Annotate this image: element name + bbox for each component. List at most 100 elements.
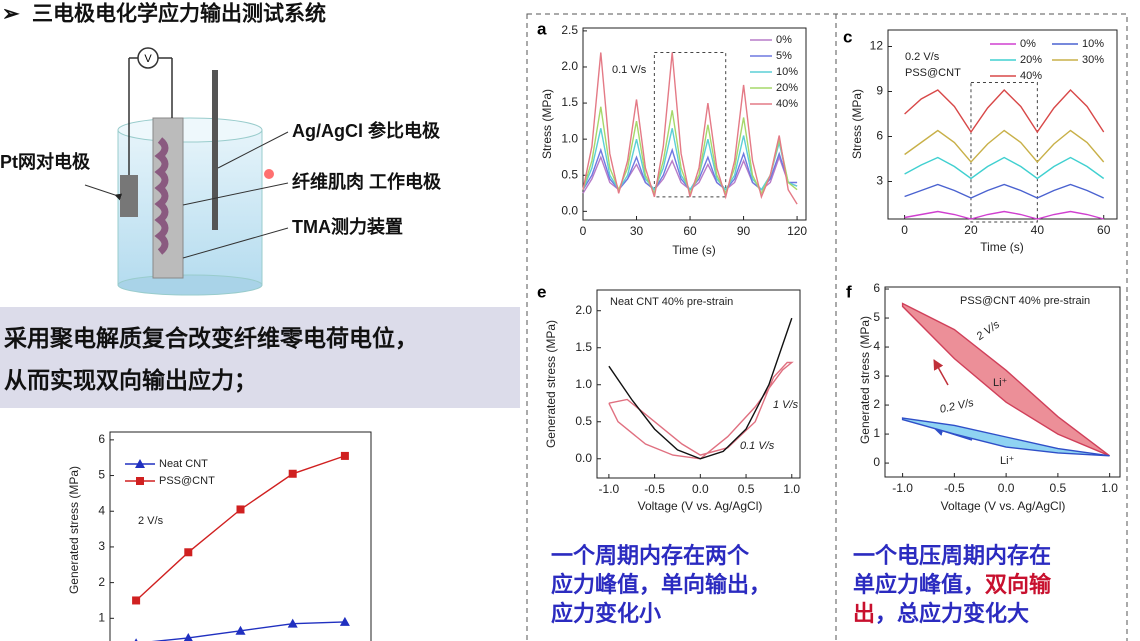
x-tick-label: 1.0 (1101, 481, 1118, 495)
caption-line: 单应力峰值，双向输 (853, 572, 1052, 597)
highlight-text: 从而实现双向输出应力； (4, 367, 257, 393)
x-axis-label: Voltage (V vs. Ag/AgCl) (941, 499, 1066, 513)
y-axis-label: Generated stress (MPa) (858, 316, 872, 444)
plot-frame (596, 289, 801, 479)
pointer (217, 131, 289, 169)
data-point (340, 451, 349, 460)
y-axis-label: Generated stress (MPa) (544, 320, 558, 448)
series-line (904, 129, 1105, 164)
panel-label: f (846, 282, 852, 301)
legend-label: Neat CNT (159, 458, 208, 470)
y-tick-label: 3 (98, 539, 105, 553)
x-tick-label: 30 (630, 224, 644, 238)
legend-label: 20% (776, 82, 798, 94)
legend-label: 20% (1020, 54, 1042, 66)
x-tick-label: -0.5 (644, 482, 665, 496)
y-tick-label: 12 (870, 39, 884, 53)
series-line (608, 361, 794, 460)
y-tick-label: 2.0 (561, 59, 578, 73)
y-tick-label: 6 (873, 281, 880, 295)
caption-text: 双向输 (985, 572, 1052, 597)
annotation: 0.2 V/s (905, 51, 940, 63)
y-tick-label: 1.0 (575, 377, 592, 391)
y-tick-label: 2.5 (561, 23, 578, 37)
caption-line: 出，总应力变化大 (853, 601, 1029, 626)
legend-label: PSS@CNT (159, 475, 215, 487)
series-line (904, 88, 1105, 134)
x-tick-label: 1.0 (783, 482, 800, 496)
data-point (132, 596, 141, 605)
y-tick-label: 5 (98, 468, 105, 482)
pointer-dot (264, 169, 274, 179)
x-tick-label: 60 (1097, 223, 1111, 237)
legend-label: 30% (1082, 54, 1104, 66)
x-tick-label: -1.0 (892, 481, 913, 495)
caption-text: 应力变化小 (551, 601, 661, 626)
apparatus: V (84, 47, 289, 296)
data-point (136, 477, 144, 485)
y-tick-label: 1 (873, 426, 880, 440)
x-tick-label: 60 (683, 224, 697, 238)
diagram-label: TMA测力装置 (292, 216, 403, 237)
ref-electrode (212, 70, 218, 230)
diagram-label: Ag/AgCl 参比电极 (292, 120, 441, 141)
bullet: ➢ (2, 3, 20, 26)
data-point (287, 618, 298, 628)
x-tick-label: 90 (737, 224, 751, 238)
legend-label: 0% (1020, 38, 1036, 50)
panel-label: c (843, 27, 852, 46)
diagram-label: Pt网对电极 (0, 151, 91, 172)
legend-label: 40% (1020, 70, 1042, 82)
y-tick-label: 6 (876, 129, 883, 143)
y-tick-label: 3 (873, 368, 880, 382)
x-tick-label: 0.5 (1050, 481, 1067, 495)
y-tick-label: 5 (873, 310, 880, 324)
data-point (339, 616, 350, 626)
pt-mesh (120, 175, 138, 217)
annotation: 2 V/s (138, 515, 164, 527)
y-tick-label: 1 (98, 610, 105, 624)
series-line (582, 52, 798, 205)
legend-label: 10% (776, 66, 798, 78)
beaker-top (117, 117, 263, 143)
diagram-label: 纤维肌肉 工作电极 (292, 171, 442, 192)
data-point (135, 459, 145, 468)
annotation: Li⁺ (993, 377, 1008, 389)
x-axis-label: Time (s) (980, 240, 1024, 254)
plot-frame (884, 286, 1121, 478)
y-axis-label: Generated stress (MPa) (67, 466, 81, 594)
x-tick-label: 0.5 (738, 482, 755, 496)
x-tick-label: -0.5 (944, 481, 965, 495)
y-tick-label: 4 (873, 339, 880, 353)
caption-text: ，总应力变化大 (875, 601, 1029, 626)
pointer (182, 182, 289, 206)
y-axis-label: Stress (MPa) (850, 89, 864, 159)
caption-text: 应力峰值，单向输出， (551, 572, 771, 597)
plot-frame (582, 27, 807, 221)
data-point (288, 469, 297, 478)
panel-label: e (537, 282, 546, 301)
y-tick-label: 6 (98, 432, 105, 446)
annotation: PSS@CNT 40% pre-strain (960, 295, 1090, 307)
annotation: PSS@CNT (905, 67, 961, 79)
series-line (904, 156, 1105, 180)
x-tick-label: 0 (580, 224, 587, 238)
pointer (182, 227, 289, 259)
x-tick-label: 40 (1031, 223, 1045, 237)
x-tick-label: 0 (901, 223, 908, 237)
x-tick-label: 120 (787, 224, 807, 238)
y-tick-label: 2.0 (575, 303, 592, 317)
x-axis-label: Time (s) (672, 243, 716, 257)
legend-label: 5% (776, 50, 792, 62)
series-line (582, 106, 798, 196)
beaker (117, 129, 263, 286)
y-tick-label: 9 (876, 84, 883, 98)
y-tick-label: 0.5 (561, 167, 578, 181)
x-tick-label: -1.0 (599, 482, 620, 496)
caption-line: 应力峰值，单向输出， (551, 572, 771, 597)
x-tick-label: 0.0 (692, 482, 709, 496)
series-label: 0.1 V/s (740, 440, 775, 452)
y-tick-label: 0 (873, 455, 880, 469)
y-tick-label: 1.0 (561, 131, 578, 145)
